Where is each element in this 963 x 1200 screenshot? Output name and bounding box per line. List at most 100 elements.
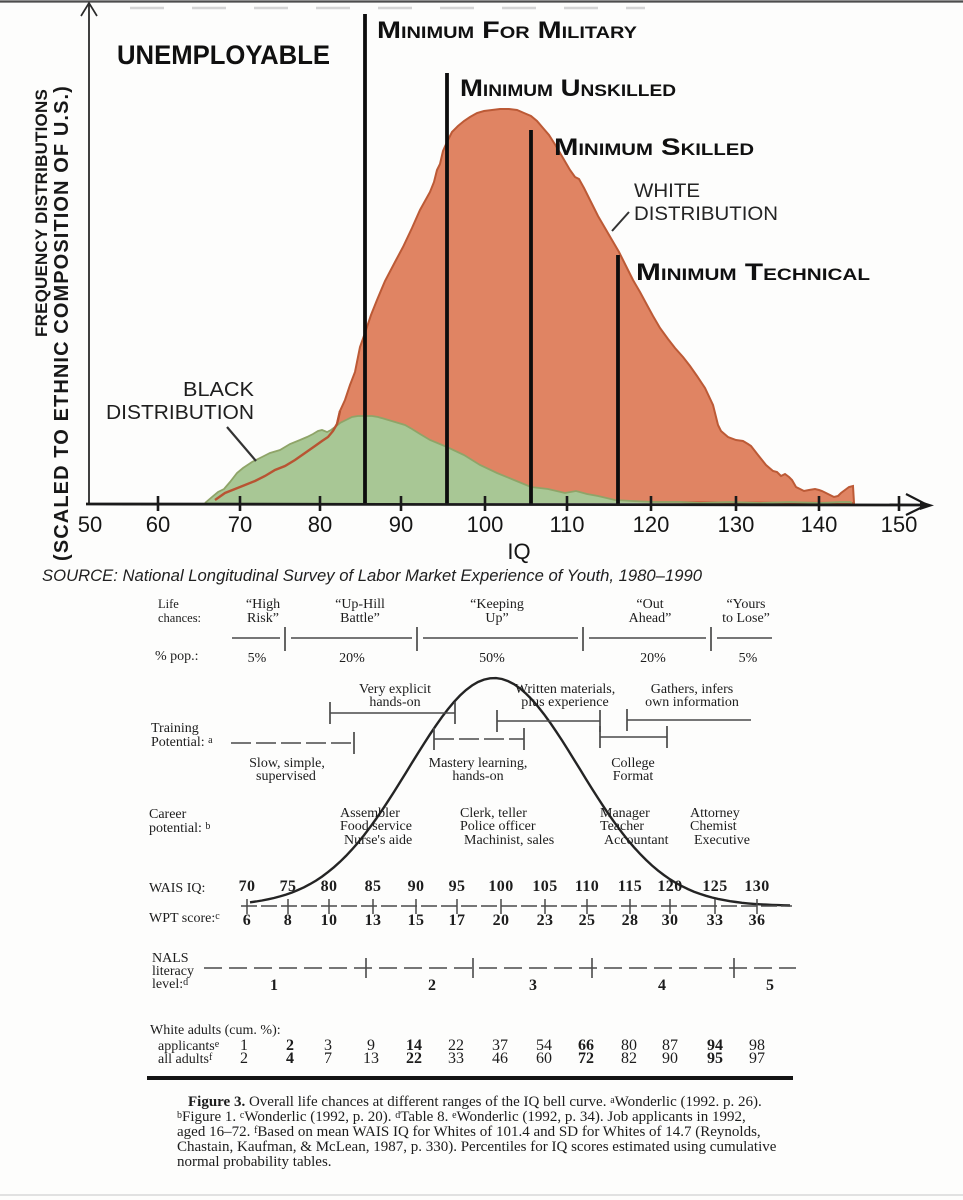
svg-text:75: 75 — [280, 878, 297, 895]
svg-text:Police officer: Police officer — [460, 819, 536, 834]
svg-text:Chastain, Kaufman, & McLean, 1: Chastain, Kaufman, & McLean, 1987, p. 33… — [177, 1139, 777, 1155]
svg-text:60: 60 — [536, 1050, 552, 1067]
svg-text:150: 150 — [881, 512, 918, 537]
svg-text:Teacher: Teacher — [600, 819, 644, 834]
svg-text:110: 110 — [549, 512, 584, 537]
svg-text:Battle”: Battle” — [340, 611, 380, 626]
svg-text:46: 46 — [492, 1050, 508, 1067]
svg-text:hands-on: hands-on — [369, 695, 420, 710]
svg-text:1: 1 — [240, 1037, 248, 1054]
svg-text:14: 14 — [406, 1037, 422, 1054]
svg-text:33: 33 — [448, 1050, 464, 1067]
svg-text:8: 8 — [284, 912, 292, 929]
svg-text:100: 100 — [488, 878, 513, 895]
svg-text:115: 115 — [618, 878, 642, 895]
svg-text:4: 4 — [286, 1050, 294, 1067]
svg-text:13: 13 — [365, 912, 382, 929]
svg-text:supervised: supervised — [256, 769, 316, 784]
svg-text:SOURCE: National Longitudinal: SOURCE: National Longitudinal Survey of … — [42, 566, 703, 585]
svg-text:15: 15 — [408, 912, 425, 929]
svg-text:70: 70 — [239, 878, 256, 895]
svg-text:Life: Life — [158, 597, 179, 611]
svg-text:17: 17 — [449, 912, 466, 929]
svg-text:literacy: literacy — [152, 964, 194, 979]
svg-text:36: 36 — [749, 912, 766, 929]
svg-text:“Keeping: “Keeping — [470, 597, 524, 612]
svg-text:22: 22 — [406, 1050, 422, 1067]
svg-text:130: 130 — [718, 512, 755, 537]
svg-text:Mastery learning,: Mastery learning, — [429, 756, 528, 771]
svg-text:DISTRIBUTION: DISTRIBUTION — [106, 402, 254, 424]
svg-text:20: 20 — [493, 912, 510, 929]
svg-text:potential: b: potential: b — [149, 821, 210, 836]
svg-text:% pop.:: % pop.: — [155, 649, 199, 664]
svg-text:70: 70 — [228, 512, 252, 537]
svg-text:2: 2 — [286, 1037, 294, 1054]
svg-text:6: 6 — [243, 912, 251, 929]
svg-text:Minimum Unskilled: Minimum Unskilled — [460, 75, 676, 102]
svg-text:“Out: “Out — [636, 597, 663, 612]
svg-text:Clerk, teller: Clerk, teller — [460, 806, 527, 821]
svg-text:Machinist, sales: Machinist, sales — [464, 833, 554, 848]
svg-text:Nurse's aide: Nurse's aide — [344, 833, 412, 848]
svg-text:plus experience: plus experience — [521, 695, 608, 710]
svg-text:“Up-Hill: “Up-Hill — [335, 597, 385, 612]
svg-text:50%: 50% — [479, 651, 505, 666]
svg-text:130: 130 — [744, 878, 769, 895]
svg-text:WPT score:c: WPT score:c — [149, 911, 220, 926]
svg-text:WAIS IQ:: WAIS IQ: — [149, 881, 205, 896]
svg-text:Written materials,: Written materials, — [515, 682, 616, 697]
svg-text:7: 7 — [324, 1050, 332, 1067]
svg-text:100: 100 — [467, 512, 504, 537]
svg-text:120: 120 — [633, 512, 670, 537]
svg-text:Attorney: Attorney — [690, 806, 740, 821]
svg-text:UNEMPLOYABLE: UNEMPLOYABLE — [117, 40, 330, 70]
svg-text:Figure 3. Overall life chances: Figure 3. Overall life chances at differ… — [188, 1094, 762, 1110]
svg-text:Minimum Skilled: Minimum Skilled — [554, 134, 754, 161]
svg-text:NALS: NALS — [152, 951, 189, 966]
svg-text:level:d: level:d — [152, 977, 188, 992]
svg-text:1: 1 — [270, 977, 278, 994]
svg-text:80: 80 — [321, 878, 338, 895]
svg-text:25: 25 — [579, 912, 596, 929]
svg-text:2: 2 — [428, 977, 436, 994]
svg-text:White adults (cum. %):: White adults (cum. %): — [150, 1023, 281, 1038]
svg-text:hands-on: hands-on — [452, 769, 503, 784]
svg-text:2: 2 — [240, 1050, 248, 1067]
svg-text:Manager: Manager — [600, 806, 650, 821]
svg-text:Risk”: Risk” — [247, 611, 279, 626]
svg-text:105: 105 — [532, 878, 557, 895]
svg-text:28: 28 — [622, 912, 639, 929]
svg-text:120: 120 — [657, 878, 682, 895]
svg-text:9: 9 — [367, 1037, 375, 1054]
svg-text:chances:: chances: — [158, 611, 201, 625]
svg-text:87: 87 — [662, 1037, 678, 1054]
svg-text:5%: 5% — [248, 651, 267, 666]
svg-text:own information: own information — [645, 695, 739, 710]
svg-text:23: 23 — [537, 912, 554, 929]
svg-text:FREQUENCY DISTRIBUTIONS: FREQUENCY DISTRIBUTIONS — [32, 89, 51, 337]
svg-text:95: 95 — [449, 878, 466, 895]
svg-text:all adultsf: all adultsf — [158, 1052, 213, 1067]
svg-text:“Yours: “Yours — [726, 597, 765, 612]
svg-text:37: 37 — [492, 1037, 508, 1054]
svg-text:Minimum For Military: Minimum For Military — [377, 17, 638, 44]
svg-text:BLACK: BLACK — [183, 379, 255, 401]
svg-text:Format: Format — [613, 769, 654, 784]
svg-text:Up”: Up” — [485, 611, 508, 626]
svg-text:to Lose”: to Lose” — [722, 611, 770, 626]
svg-text:110: 110 — [575, 878, 599, 895]
svg-text:5: 5 — [766, 977, 774, 994]
svg-text:WHITE: WHITE — [634, 181, 700, 202]
svg-text:Very explicit: Very explicit — [359, 682, 431, 697]
svg-text:30: 30 — [662, 912, 679, 929]
svg-text:22: 22 — [448, 1037, 464, 1054]
svg-text:10: 10 — [321, 912, 338, 929]
svg-text:College: College — [611, 756, 655, 771]
svg-text:normal probability tables.: normal probability tables. — [177, 1154, 332, 1170]
svg-text:54: 54 — [536, 1037, 552, 1054]
svg-text:85: 85 — [365, 878, 382, 895]
svg-text:94: 94 — [707, 1037, 723, 1054]
svg-text:5%: 5% — [739, 651, 758, 666]
svg-text:IQ: IQ — [507, 539, 530, 564]
